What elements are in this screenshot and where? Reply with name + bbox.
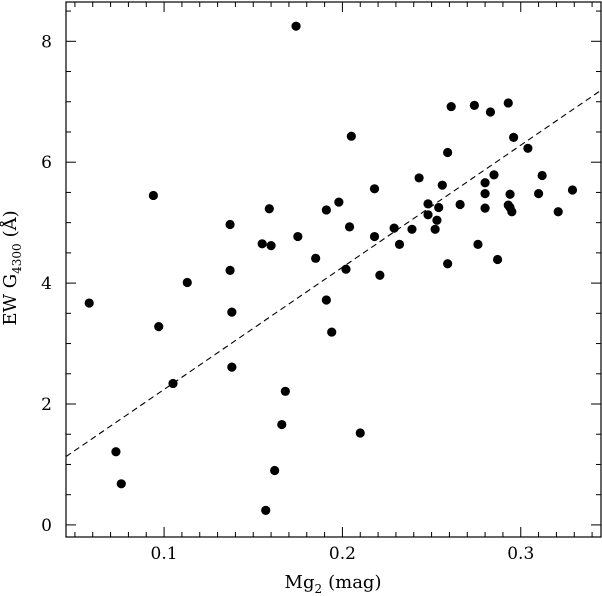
- fit-line: [65, 89, 602, 458]
- x-axis-label-unit: (mag): [328, 572, 381, 593]
- data-point: [480, 178, 490, 188]
- y-tick-label: 0: [41, 516, 52, 536]
- data-point: [291, 21, 301, 31]
- data-point: [293, 231, 303, 242]
- data-point: [327, 327, 337, 337]
- data-point: [553, 207, 563, 217]
- data-point: [182, 277, 192, 288]
- data-point: [492, 254, 503, 265]
- data-point: [355, 428, 365, 438]
- data-point: [375, 270, 385, 280]
- data-point: [503, 98, 513, 108]
- data-point: [225, 265, 235, 276]
- data-point: [261, 505, 271, 516]
- data-point: [485, 107, 496, 117]
- y-tick-label: 6: [41, 153, 52, 173]
- data-point: [266, 241, 276, 251]
- data-point: [111, 447, 121, 457]
- y-axis-label-unit: (Å): [0, 210, 21, 237]
- y-tick-label: 2: [41, 395, 52, 415]
- data-point: [489, 170, 499, 180]
- data-point: [437, 180, 447, 190]
- data-point: [116, 479, 126, 489]
- data-point: [227, 307, 237, 317]
- y-tick-label: 8: [41, 32, 52, 52]
- data-point: [537, 170, 547, 181]
- data-point: [446, 101, 456, 112]
- data-point: [257, 239, 267, 249]
- data-point: [168, 378, 178, 389]
- data-point: [533, 189, 544, 199]
- data-point: [264, 204, 274, 214]
- data-point: [432, 215, 442, 225]
- data-point: [414, 173, 424, 183]
- data-point: [407, 224, 417, 234]
- x-axis-label: Mg2 (mag): [285, 572, 382, 596]
- x-tick-label: 0.2: [329, 544, 356, 564]
- x-axis-label-main: Mg: [285, 572, 315, 593]
- data-point: [227, 362, 237, 372]
- data-point: [270, 465, 280, 476]
- data-point: [443, 259, 453, 269]
- fit-line-layer: [65, 89, 602, 458]
- data-point: [277, 419, 287, 430]
- data-point: [154, 322, 164, 332]
- x-tick-label: 0.1: [151, 544, 178, 564]
- data-point: [567, 185, 578, 195]
- x-tick-label: 0.3: [507, 544, 534, 564]
- data-point: [505, 189, 515, 199]
- data-point: [430, 224, 440, 234]
- data-point: [321, 205, 331, 215]
- data-point: [84, 298, 94, 308]
- data-point: [473, 239, 483, 250]
- data-point: [344, 222, 355, 232]
- data-point: [523, 143, 533, 153]
- data-point: [480, 189, 490, 199]
- data-point: [423, 210, 433, 220]
- data-point: [280, 386, 290, 396]
- data-point: [321, 295, 331, 305]
- y-axis-label-sub: 4300: [10, 243, 24, 274]
- data-point: [369, 231, 380, 242]
- x-axis-label-sub: 2: [314, 582, 322, 596]
- data-point: [507, 207, 517, 217]
- data-point: [334, 197, 344, 207]
- data-point: [455, 199, 465, 210]
- plot-frame: [65, 1, 602, 538]
- data-point: [148, 190, 158, 201]
- data-point: [434, 202, 444, 213]
- data-point: [423, 199, 433, 209]
- data-point: [469, 100, 479, 110]
- y-axis-label-main: EW G: [0, 274, 21, 326]
- y-axis-label: EW G4300 (Å): [0, 210, 24, 325]
- data-point: [394, 239, 405, 250]
- data-point: [509, 132, 519, 143]
- axis-ticks: [66, 2, 601, 537]
- y-tick-label: 4: [41, 274, 52, 294]
- data-point: [311, 253, 321, 263]
- data-point: [341, 264, 351, 274]
- data-point: [443, 147, 453, 158]
- tick-labels: 0.1 0.2 0.3 0 2 4 6 8: [41, 32, 534, 564]
- data-point: [480, 203, 490, 213]
- data-point: [346, 131, 356, 141]
- data-point: [369, 184, 380, 194]
- data-point: [225, 219, 235, 230]
- data-points: [84, 21, 578, 516]
- data-point: [389, 223, 399, 233]
